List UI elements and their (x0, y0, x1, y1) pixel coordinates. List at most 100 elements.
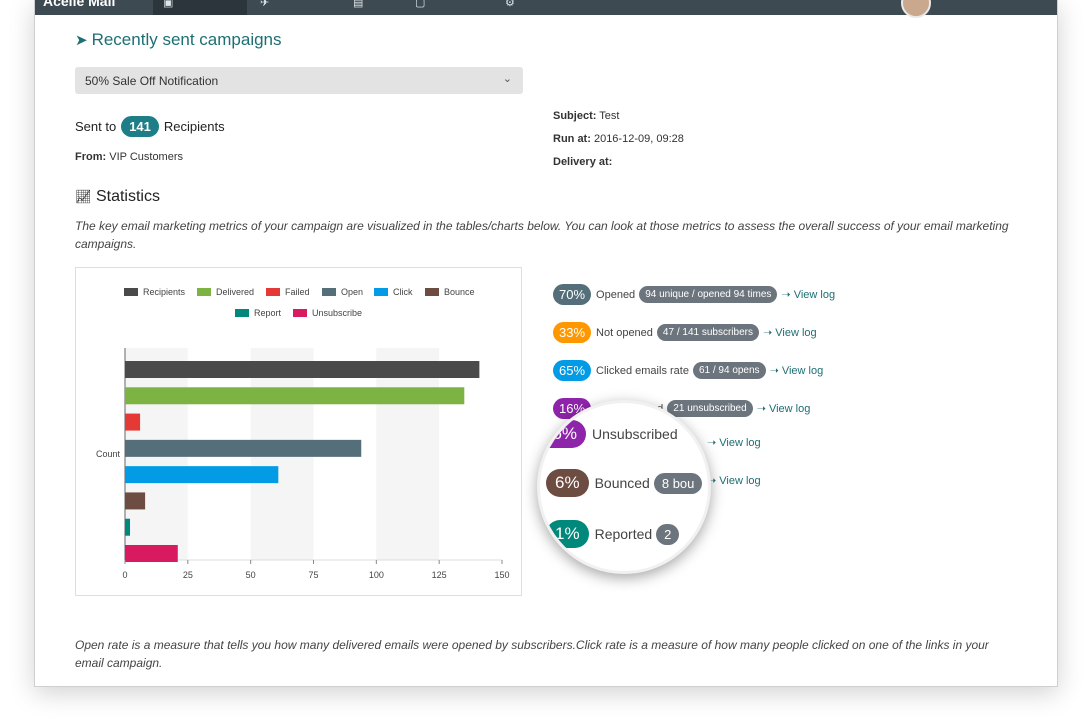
bar-unsubscribe[interactable] (125, 545, 178, 562)
dashboard-icon: ▣ (163, 0, 174, 9)
legend-swatch (322, 288, 336, 296)
legend-label: Report (254, 308, 282, 318)
metric-row: ➝ View log (703, 436, 761, 449)
x-tick-label: 125 (432, 570, 447, 580)
metric-label: Not opened (596, 326, 653, 339)
legend-swatch (266, 288, 280, 296)
bar-failed[interactable] (125, 413, 141, 431)
x-tick-label: 100 (369, 570, 384, 580)
legend-swatch (293, 309, 307, 317)
view-log-link[interactable]: ➝ View log (762, 327, 817, 339)
magnified-percent-badge: 16% (540, 420, 587, 448)
arrow-right-icon: ➝ (707, 437, 720, 449)
legend-label: Failed (285, 287, 310, 297)
user-avatar[interactable] (901, 0, 931, 18)
arrow-right-icon: ➝ (781, 289, 794, 301)
metric-row: 70% Opened 94 unique / opened 94 times ➝ Vi… (553, 284, 835, 305)
magnified-metric-row: 6% Bounced 8 bou (546, 469, 703, 497)
view-log-link[interactable]: ➝ View log (756, 403, 811, 415)
sent-summary: Sent to 141 Recipients (75, 116, 225, 137)
metric-detail-badge: 94 unique / opened 94 times (639, 286, 778, 303)
metric-percent-badge: 33% (553, 322, 592, 343)
delivery-at-line: Delivery at: (553, 156, 613, 168)
x-tick-label: 25 (183, 570, 193, 580)
section-title: ➤ Recently sent campaigns (75, 30, 282, 49)
magnified-detail-badge: 8 bou (653, 472, 703, 494)
legend-label: Recipients (143, 287, 186, 297)
campaign-select-value: 50% Sale Off Notification (85, 74, 219, 88)
legend-item[interactable]: Open (322, 287, 363, 297)
legend-item[interactable]: Failed (266, 287, 310, 297)
magnified-percent-badge: 1% (546, 520, 589, 548)
legend-item[interactable]: Unsubscribe (293, 308, 362, 318)
arrow-right-icon: ➝ (769, 365, 782, 377)
legend-item[interactable]: Report (235, 308, 281, 318)
magnified-detail-badge: 2 (656, 523, 680, 545)
legend-swatch (374, 288, 388, 296)
metric-row: 33% Not opened 47 / 141 subscribers ➝ View … (553, 322, 817, 343)
metric-percent-badge: 70% (553, 284, 592, 305)
magnified-metric-row: 1% Reported 2 (546, 520, 680, 548)
legend-swatch (425, 288, 439, 296)
metric-label: Clicked emails rate (596, 364, 689, 377)
paper-plane-icon: ➤ (75, 32, 88, 49)
chevron-down-icon: ⌄ (502, 73, 512, 85)
grid-band (439, 348, 502, 560)
bar-chart-svg: 0 25 50 75 100 125 150 Count (96, 348, 510, 580)
brand-logo[interactable]: Acelle Mail (43, 0, 116, 9)
automation-icon[interactable]: ⚙ (505, 0, 515, 9)
view-log-link[interactable]: ➝ View log (781, 289, 836, 301)
from-line: From: VIP Customers (75, 151, 184, 163)
campaign-select[interactable]: 50% Sale Off Notification ⌄ (75, 67, 523, 94)
bar-click[interactable] (125, 466, 279, 484)
legend-swatch (197, 288, 211, 296)
legend-item[interactable]: Recipients (124, 287, 185, 297)
recipients-count-badge: 141 (121, 116, 159, 137)
legend-item[interactable]: Click (374, 287, 413, 297)
footer-note: Open rate is a measure that tells you ho… (75, 638, 989, 670)
list-icon[interactable]: ▤ (353, 0, 364, 9)
x-tick-label: 150 (494, 570, 509, 580)
legend-label: Open (341, 287, 364, 297)
x-tick-label: 75 (308, 570, 318, 580)
metric-label: Opened (596, 288, 636, 301)
bar-open[interactable] (125, 439, 362, 457)
legend-swatch (235, 309, 249, 317)
view-log-link[interactable]: ➝ View log (707, 475, 761, 487)
metric-detail-badge: 21 unsubscribed (667, 400, 753, 417)
y-axis-label: Count (96, 449, 121, 459)
legend-item[interactable]: Delivered (197, 287, 254, 297)
top-navbar: Acelle Mail ▣ ✈ ▤ ▢ ⚙ (35, 0, 1057, 18)
legend-label: Bounce (444, 287, 475, 297)
bar-report[interactable] (125, 518, 131, 536)
magnified-metric-label: Bounced (594, 475, 650, 491)
magnified-metric-row: 16% Unsubscribed (540, 420, 678, 448)
x-tick-label: 50 (246, 570, 256, 580)
magnified-metric-label: Unsubscribed (592, 426, 678, 442)
magnified-percent-badge: 6% (546, 469, 589, 497)
arrow-right-icon: ➝ (756, 403, 769, 415)
legend-swatch (124, 288, 138, 296)
legend-label: Unsubscribe (312, 308, 363, 318)
nav-tab-active[interactable]: ▣ (153, 0, 247, 15)
arrow-right-icon: ➝ (707, 475, 720, 487)
metric-detail-badge: 61 / 94 opens (692, 362, 766, 379)
metric-row: ➝ View log (703, 474, 761, 487)
legend-item[interactable]: Bounce (425, 287, 475, 297)
arrow-right-icon: ➝ (762, 327, 776, 339)
send-icon[interactable]: ✈ (260, 0, 270, 9)
statistics-chart: Recipients Delivered Failed Open Click Bounce… (75, 267, 522, 596)
x-tick-label: 0 (122, 570, 127, 580)
legend-label: Delivered (216, 287, 255, 297)
view-log-link[interactable]: ➝ View log (707, 437, 761, 449)
statistics-description: The key email marketing metrics of your … (75, 219, 1009, 251)
view-log-link[interactable]: ➝ View log (769, 365, 824, 377)
metric-detail-badge: 47 / 141 subscribers (656, 324, 759, 341)
grid-band (376, 348, 440, 560)
bar-bounce[interactable] (125, 492, 146, 510)
template-icon[interactable]: ▢ (415, 0, 426, 9)
bar-delivered[interactable] (125, 387, 465, 405)
magnified-metric-label: Reported (594, 526, 653, 542)
subject-line: Subject: Test (553, 110, 620, 122)
bar-recipients[interactable] (125, 361, 480, 378)
